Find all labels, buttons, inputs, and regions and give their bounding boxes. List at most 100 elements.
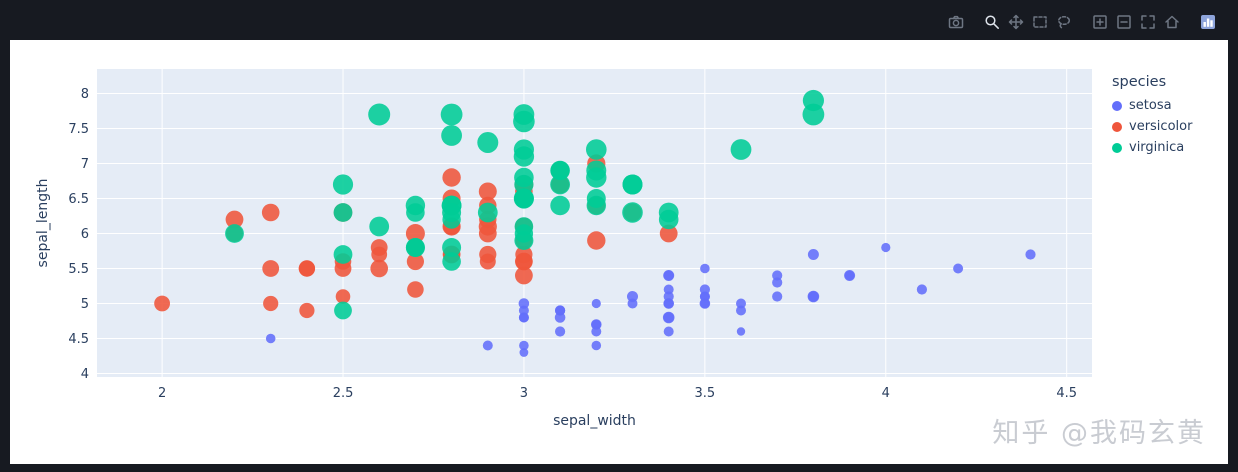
point-setosa bbox=[916, 284, 928, 295]
point-virginica bbox=[658, 209, 679, 230]
box-select-icon[interactable] bbox=[1028, 11, 1052, 33]
point-virginica bbox=[442, 238, 462, 257]
point-setosa bbox=[736, 298, 746, 309]
legend-label: setosa bbox=[1129, 98, 1172, 113]
point-setosa bbox=[555, 326, 566, 337]
legend-swatch-setosa bbox=[1112, 100, 1122, 111]
figure-card: 2 2.5 3 3.5 4 4.5 4 4.5 5 5.5 6 6.5 7 7.5 8 sepal_width… bbox=[10, 40, 1228, 464]
point-virginica bbox=[550, 174, 570, 195]
point-versicolor bbox=[479, 245, 497, 264]
legend: species setosa versicolor virginica bbox=[1112, 74, 1224, 161]
point-versicolor bbox=[515, 245, 533, 264]
point-versicolor bbox=[478, 182, 497, 201]
point-setosa bbox=[482, 340, 493, 351]
legend-item-versicolor[interactable]: versicolor bbox=[1112, 119, 1224, 134]
point-virginica bbox=[550, 195, 570, 216]
point-versicolor bbox=[334, 260, 352, 277]
point-setosa bbox=[736, 327, 746, 336]
point-setosa bbox=[518, 312, 529, 323]
point-setosa bbox=[1025, 249, 1036, 260]
legend-item-virginica[interactable]: virginica bbox=[1112, 140, 1224, 155]
point-virginica bbox=[477, 202, 498, 223]
y-tick-label: 4 bbox=[81, 367, 89, 382]
point-setosa bbox=[807, 249, 819, 260]
point-setosa bbox=[736, 305, 746, 316]
zoom-out-icon[interactable] bbox=[1112, 11, 1136, 33]
y-tick-label: 6 bbox=[81, 227, 89, 242]
point-virginica bbox=[586, 167, 607, 188]
legend-swatch-virginica bbox=[1112, 142, 1122, 153]
point-virginica bbox=[405, 238, 425, 257]
x-tick-label: 2.5 bbox=[333, 386, 354, 401]
y-tick-label: 7.5 bbox=[68, 122, 89, 137]
point-setosa bbox=[591, 340, 602, 351]
y-tick-label: 6.5 bbox=[68, 192, 89, 207]
point-setosa bbox=[772, 277, 783, 288]
y-axis-title: sepal_length bbox=[35, 179, 51, 268]
point-setosa bbox=[555, 305, 566, 316]
download-plot-icon[interactable] bbox=[944, 11, 968, 33]
watermark-text: 知乎 @我码玄黄 bbox=[992, 418, 1206, 449]
point-virginica bbox=[441, 125, 462, 146]
legend-label: virginica bbox=[1129, 140, 1185, 155]
legend-label: versicolor bbox=[1129, 119, 1193, 134]
point-setosa bbox=[699, 298, 711, 309]
point-virginica bbox=[514, 231, 534, 250]
point-versicolor bbox=[335, 289, 351, 304]
y-tick-label: 4.5 bbox=[68, 332, 89, 347]
point-setosa bbox=[591, 319, 602, 330]
point-virginica bbox=[369, 216, 390, 237]
point-setosa bbox=[663, 326, 674, 337]
point-setosa bbox=[591, 298, 601, 309]
point-versicolor bbox=[407, 281, 424, 298]
point-virginica bbox=[622, 174, 643, 195]
point-virginica bbox=[586, 139, 607, 160]
point-virginica bbox=[513, 139, 534, 160]
point-versicolor bbox=[263, 295, 279, 312]
point-setosa bbox=[663, 291, 674, 302]
point-virginica bbox=[440, 103, 463, 126]
point-virginica bbox=[477, 132, 499, 153]
point-versicolor bbox=[659, 224, 678, 243]
x-tick-label: 4.5 bbox=[1056, 386, 1077, 401]
legend-title: species bbox=[1112, 74, 1167, 90]
point-virginica bbox=[368, 103, 391, 126]
pan-icon[interactable] bbox=[1004, 11, 1028, 33]
point-setosa bbox=[699, 284, 711, 295]
y-tick-label: 8 bbox=[81, 87, 89, 102]
point-setosa bbox=[663, 284, 674, 295]
point-setosa bbox=[519, 340, 529, 351]
point-virginica bbox=[225, 224, 244, 243]
point-virginica bbox=[586, 195, 606, 216]
point-versicolor bbox=[225, 210, 244, 229]
zoom-in-icon[interactable] bbox=[1088, 11, 1112, 33]
scatter-chart: 2 2.5 3 3.5 4 4.5 4 4.5 5 5.5 6 6.5 7 7.5 8 sepal_width… bbox=[10, 40, 1228, 468]
x-tick-label: 3.5 bbox=[695, 386, 716, 401]
lasso-select-icon[interactable] bbox=[1052, 11, 1076, 33]
point-setosa bbox=[591, 326, 602, 337]
y-tick-label: 5 bbox=[81, 297, 89, 312]
point-setosa bbox=[881, 242, 891, 253]
point-setosa bbox=[518, 298, 530, 309]
scatter-plot-svg: 2 2.5 3 3.5 4 4.5 4 4.5 5 5.5 6 6.5 7 7.5 8 sepal_width… bbox=[35, 69, 1092, 429]
x-tick-label: 4 bbox=[882, 386, 890, 401]
plotly-modebar bbox=[944, 11, 1220, 33]
legend-item-setosa[interactable]: setosa bbox=[1112, 98, 1224, 113]
point-virginica bbox=[514, 188, 534, 209]
point-setosa bbox=[663, 270, 674, 281]
y-tick-label: 5.5 bbox=[68, 262, 89, 277]
point-virginica bbox=[333, 203, 353, 222]
point-versicolor bbox=[515, 266, 533, 285]
point-setosa bbox=[772, 270, 783, 281]
zoom-icon[interactable] bbox=[980, 11, 1004, 33]
point-virginica bbox=[622, 202, 643, 223]
point-setosa bbox=[808, 291, 819, 302]
reset-axes-icon[interactable] bbox=[1160, 11, 1184, 33]
point-setosa bbox=[627, 291, 638, 302]
plotly-logo-icon[interactable] bbox=[1196, 11, 1220, 33]
autoscale-icon[interactable] bbox=[1136, 11, 1160, 33]
x-axis-title: sepal_width bbox=[553, 413, 636, 429]
point-virginica bbox=[802, 89, 825, 112]
point-versicolor bbox=[478, 224, 497, 243]
point-versicolor bbox=[370, 239, 388, 256]
